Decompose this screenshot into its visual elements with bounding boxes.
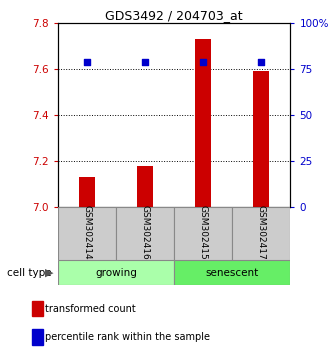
Text: GSM302417: GSM302417 bbox=[257, 205, 266, 260]
Bar bbox=[58, 207, 116, 260]
Point bbox=[259, 59, 264, 64]
Text: cell type: cell type bbox=[7, 268, 51, 278]
Text: transformed count: transformed count bbox=[45, 303, 136, 314]
Bar bbox=[232, 207, 290, 260]
Text: growing: growing bbox=[95, 268, 137, 278]
Text: ▶: ▶ bbox=[45, 268, 53, 278]
Text: GSM302414: GSM302414 bbox=[82, 205, 91, 260]
Point bbox=[201, 59, 206, 64]
Bar bbox=[32, 301, 43, 316]
Point bbox=[84, 59, 89, 64]
Bar bbox=[253, 72, 270, 207]
Text: GSM302415: GSM302415 bbox=[199, 205, 208, 260]
Bar bbox=[116, 207, 174, 260]
Bar bbox=[195, 39, 211, 207]
Bar bbox=[174, 207, 232, 260]
Text: percentile rank within the sample: percentile rank within the sample bbox=[45, 332, 210, 342]
Bar bbox=[58, 260, 174, 285]
Text: GSM302416: GSM302416 bbox=[141, 205, 149, 260]
Bar bbox=[79, 177, 95, 207]
Bar bbox=[174, 260, 290, 285]
Bar bbox=[32, 329, 43, 345]
Title: GDS3492 / 204703_at: GDS3492 / 204703_at bbox=[105, 9, 243, 22]
Bar bbox=[137, 166, 153, 207]
Point bbox=[142, 59, 148, 64]
Text: senescent: senescent bbox=[206, 268, 259, 278]
